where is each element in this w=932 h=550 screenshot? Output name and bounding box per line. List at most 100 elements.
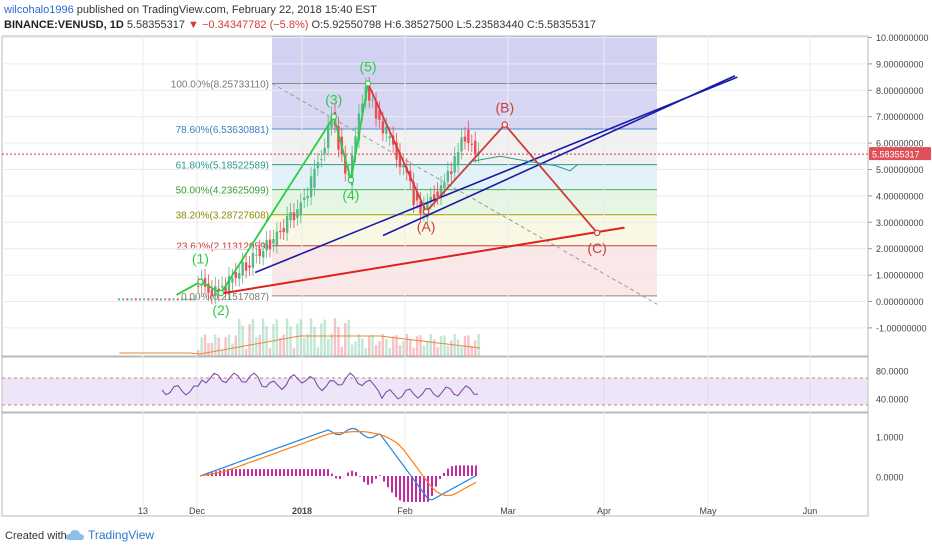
- candle-body: [210, 289, 214, 297]
- candle-body: [456, 152, 460, 166]
- wave-label: (5): [359, 58, 376, 74]
- candle-body: [306, 196, 309, 199]
- fib-band: [272, 189, 657, 215]
- candle-body: [388, 136, 391, 139]
- macd-histogram-bar: [367, 476, 369, 485]
- volume-bar: [248, 324, 251, 356]
- candle-small: [160, 298, 162, 301]
- macd-indicator: [199, 427, 477, 502]
- macd-histogram-bar: [235, 469, 237, 476]
- wave-point: [364, 80, 372, 87]
- candle-small: [168, 298, 171, 301]
- volume-bar: [207, 343, 210, 356]
- candle-body: [357, 113, 361, 141]
- macd-histogram-bar: [327, 469, 329, 476]
- time-tick-label: 2018: [292, 506, 312, 516]
- volume-bar: [364, 348, 367, 356]
- signal-line: [199, 431, 477, 497]
- candle-small: [122, 298, 125, 301]
- time-tick-label: Feb: [397, 506, 413, 516]
- volume-bar: [402, 341, 405, 356]
- volume-bar: [429, 334, 432, 356]
- wave-point: [422, 208, 430, 215]
- candle-body: [282, 228, 285, 233]
- volume-bar: [265, 325, 268, 356]
- created-with-label: Created with: [5, 530, 67, 542]
- volume-bar: [474, 340, 477, 356]
- volume-bar: [214, 334, 217, 356]
- price-tick-label: 6.00000000: [876, 139, 924, 149]
- candle-body: [374, 101, 378, 119]
- macd-histogram-bar: [331, 473, 333, 476]
- volume-bar: [326, 338, 330, 356]
- candle-body: [303, 197, 306, 200]
- volume-bar: [409, 339, 412, 356]
- volume-bar: [282, 334, 285, 356]
- volume-bar: [470, 345, 473, 356]
- volume-bar: [432, 339, 436, 356]
- fib-level-label: 78.60%(6.53630881): [176, 125, 269, 136]
- volume-bar: [357, 334, 361, 356]
- candle-small: [147, 298, 150, 301]
- candle-body: [313, 168, 316, 188]
- volume-bar: [258, 334, 261, 356]
- volume-bar: [255, 337, 258, 356]
- symbol-label[interactable]: BINANCE:VENUSD, 1D: [4, 19, 124, 31]
- candle-body: [220, 285, 224, 288]
- fib-level-label: 61.80%(5.18522589): [176, 161, 269, 172]
- fib-level-label: 23.60%(2.11312059): [176, 242, 269, 253]
- volume-bar: [333, 318, 337, 356]
- candle-body: [467, 129, 470, 144]
- candle-body: [381, 120, 385, 134]
- candle-body: [299, 202, 302, 216]
- macd-pane[interactable]: [1, 412, 869, 517]
- macd-histogram-bar: [387, 476, 389, 488]
- time-tick-label: Apr: [597, 506, 611, 516]
- candle-body: [429, 196, 432, 202]
- candle-body: [402, 164, 405, 168]
- last-price: 5.58355317: [126, 19, 185, 31]
- volume-bar: [303, 338, 306, 356]
- candle-small: [139, 298, 141, 301]
- wave-label: (1): [192, 251, 209, 267]
- macd-histogram-bar: [383, 476, 385, 482]
- macd-histogram-bar: [443, 472, 445, 476]
- price-tick-label: 5.00000000: [876, 165, 924, 175]
- candle-body: [460, 137, 463, 152]
- wave-point: [217, 289, 225, 297]
- macd-histogram-bar: [427, 476, 429, 502]
- rsi-tick-label: 80.0000: [876, 367, 909, 377]
- volume-bar: [200, 337, 203, 356]
- volume-bar: [292, 347, 296, 356]
- macd-tick-label: 0.0000: [876, 473, 904, 483]
- candle-body: [419, 201, 422, 214]
- tradingview-brand[interactable]: TradingView: [88, 528, 155, 542]
- chart-canvas[interactable]: 100.00%(8.25733110) 78.60%(6.53630881) 61.…: [0, 0, 932, 522]
- volume-bar: [398, 345, 402, 356]
- macd-histogram-bar: [379, 475, 381, 476]
- candle-small: [155, 298, 158, 301]
- volume-bar: [388, 347, 391, 356]
- candle-small: [185, 298, 188, 301]
- price-tick-label: 1.00000000: [876, 271, 924, 281]
- publish-text: published on TradingView.com, February 2…: [73, 4, 377, 16]
- macd-histogram-bar: [303, 469, 305, 476]
- rsi-pane[interactable]: [1, 356, 869, 413]
- macd-histogram-bar: [271, 469, 273, 476]
- volume-bar: [296, 323, 299, 356]
- candle-body: [412, 181, 415, 205]
- wave-point: [593, 229, 601, 237]
- grid: [2, 36, 868, 516]
- fibonacci-retracement[interactable]: 100.00%(8.25733110) 78.60%(6.53630881) 61.…: [171, 36, 658, 305]
- macd-histogram-bar: [439, 476, 441, 479]
- fib-band-top: [272, 36, 657, 84]
- high-value: H:6.38527500: [384, 19, 454, 31]
- volume-bar: [197, 350, 200, 356]
- author-link[interactable]: wilcohalo1996: [4, 4, 74, 16]
- volume-bar: [467, 335, 470, 356]
- drawings[interactable]: (1) (2) (3) (4) (5) (A) (B) (C): [176, 58, 738, 318]
- candle-body: [248, 265, 251, 268]
- last-price-tag-label: 5.58355317: [872, 150, 920, 160]
- time-tick-label: Jun: [803, 506, 818, 516]
- volume-bar: [231, 343, 234, 356]
